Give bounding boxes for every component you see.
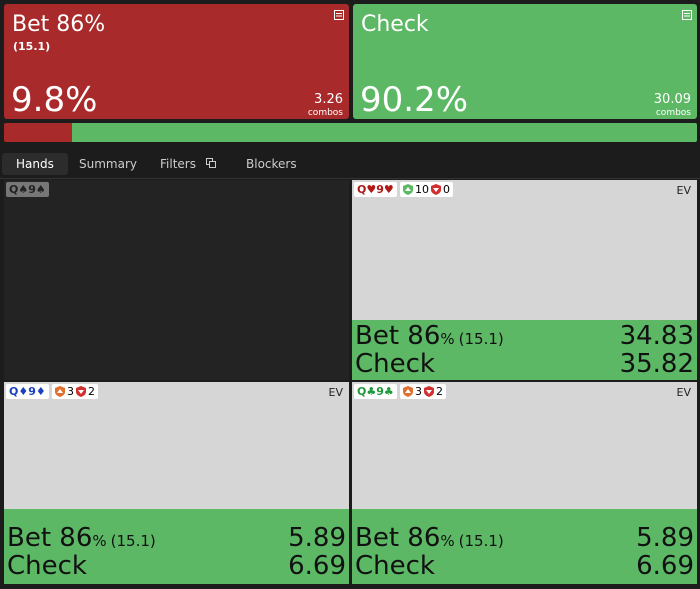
- blocker-count: 2: [88, 385, 95, 398]
- ev: 35.82: [619, 349, 694, 379]
- icon: [424, 386, 434, 397]
- ev-row: Check 6.69: [7, 552, 346, 581]
- bet-action[interactable]: Bet 86% (15.1) 9.8% 3.26 combos: [4, 4, 349, 120]
- action: Check: [355, 551, 435, 581]
- blockers: 10 0: [400, 182, 453, 197]
- tab[interactable]: Hands: [2, 153, 68, 175]
- action-name: Bet 86%: [12, 12, 106, 37]
- ev-label: EV: [676, 184, 691, 197]
- frequency-bar: [4, 123, 697, 142]
- unit: %: [440, 330, 455, 348]
- ev: 5.89: [636, 523, 694, 553]
- icon: [55, 386, 65, 397]
- combos: 30.09: [653, 92, 691, 107]
- blockers: 3 2: [400, 384, 446, 399]
- size: (15.1): [458, 532, 504, 550]
- size: (15.1): [110, 532, 156, 550]
- ev-row: Check 35.82: [355, 350, 694, 379]
- ev: 6.69: [288, 551, 346, 581]
- hand-cell[interactable]: Q♦9♦ 3 2 EV Bet 86% (15.1) 5.89 Check 6.69: [4, 382, 349, 584]
- ev: 6.69: [636, 551, 694, 581]
- hand-cell[interactable]: Q♣9♣ 3 2 EV Bet 86% (15.1) 5.89 Check 6.69: [352, 382, 697, 584]
- hand-badge: Q♣9♣: [354, 384, 397, 399]
- action: Check: [355, 349, 435, 379]
- ev-panel: Bet 86% (15.1) 34.83 Check 35.82: [352, 320, 697, 380]
- tab[interactable]: Blockers: [246, 157, 297, 171]
- icon: [403, 386, 413, 397]
- ev-panel: Bet 86% (15.1) 5.89 Check 6.69: [4, 509, 349, 584]
- ev-row: Bet 86% (15.1) 34.83: [355, 322, 694, 351]
- size: (15.1): [458, 330, 504, 348]
- hand-badge: Q♠9♠: [6, 182, 49, 197]
- blocker-count: 3: [67, 385, 74, 398]
- hand-cell[interactable]: Q♠9♠: [4, 180, 349, 380]
- blocker-count: 10: [415, 183, 429, 196]
- action: Bet 86: [355, 523, 441, 553]
- action-name: Check: [361, 12, 429, 37]
- ev-row: Bet 86% (15.1) 5.89: [355, 524, 694, 553]
- action-frequency: 9.8%: [11, 80, 98, 120]
- icon: [334, 10, 344, 20]
- check-segment: [71, 123, 697, 142]
- combos-label: combos: [307, 108, 343, 118]
- action: Bet 86: [355, 321, 441, 351]
- icon: [403, 184, 413, 195]
- hand-cell[interactable]: Q♥9♥ 10 0 EV Bet 86% (15.1) 34.83 Check 35.…: [352, 180, 697, 380]
- ev-row: Bet 86% (15.1) 5.89: [7, 524, 346, 553]
- bet-segment: [4, 123, 72, 142]
- combos-label: combos: [655, 108, 691, 118]
- ev: 34.83: [619, 321, 694, 351]
- action: Bet 86: [7, 523, 93, 553]
- unit: %: [92, 532, 107, 550]
- action-size: (15.1): [13, 40, 51, 53]
- ev: 5.89: [288, 523, 346, 553]
- hand-badge: Q♥9♥: [354, 182, 397, 197]
- tab-label: Filters: [160, 157, 196, 171]
- ev-label: EV: [676, 386, 691, 399]
- tab[interactable]: Summary: [79, 157, 137, 171]
- ev-panel: Bet 86% (15.1) 5.89 Check 6.69: [352, 509, 697, 584]
- blocker-count: 0: [443, 183, 450, 196]
- blocker-count: 3: [415, 385, 422, 398]
- icon: [76, 386, 86, 397]
- ev-label: EV: [328, 386, 343, 399]
- icon: [205, 158, 216, 168]
- blockers: 3 2: [52, 384, 98, 399]
- action-frequency: 90.2%: [360, 80, 469, 120]
- icon: [682, 10, 692, 20]
- blocker-count: 2: [436, 385, 443, 398]
- ev-row: Check 6.69: [355, 552, 694, 581]
- unit: %: [440, 532, 455, 550]
- tab[interactable]: Filters: [146, 153, 230, 175]
- check-action[interactable]: Check 90.2% 30.09 combos: [353, 4, 697, 120]
- combos: 3.26: [314, 92, 343, 107]
- tabs: Hands Summary Filters Blockers: [0, 150, 700, 179]
- icon: [431, 184, 441, 195]
- hand-badge: Q♦9♦: [6, 384, 49, 399]
- action: Check: [7, 551, 87, 581]
